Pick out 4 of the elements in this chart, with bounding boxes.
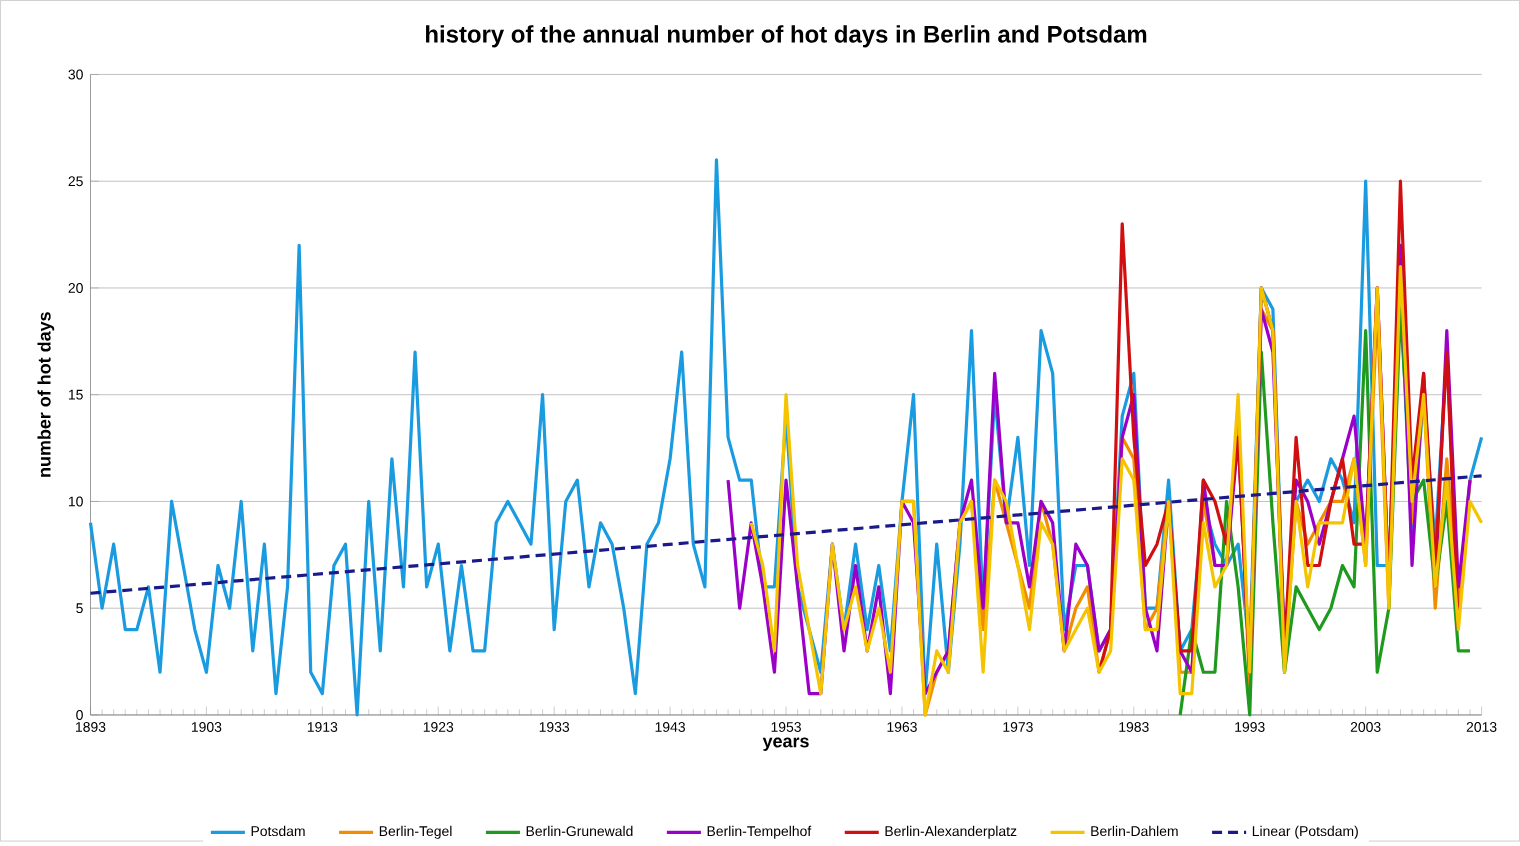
x-axis-title: years	[762, 737, 809, 751]
chart-title: history of the annual number of hot days in Berlin and Potsdam	[426, 24, 1147, 48]
y-axis-title: number of hot days	[37, 311, 55, 477]
line-series	[1178, 307, 1472, 717]
